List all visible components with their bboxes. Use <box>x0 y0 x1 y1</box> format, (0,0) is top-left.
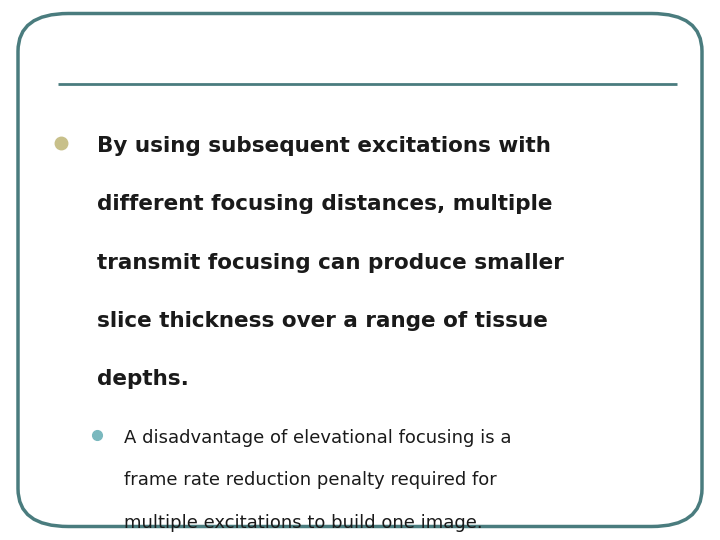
Text: depths.: depths. <box>97 369 189 389</box>
Text: slice thickness over a range of tissue: slice thickness over a range of tissue <box>97 311 548 331</box>
Text: frame rate reduction penalty required for: frame rate reduction penalty required fo… <box>124 471 497 489</box>
FancyBboxPatch shape <box>18 14 702 526</box>
Text: different focusing distances, multiple: different focusing distances, multiple <box>97 194 553 214</box>
Text: A disadvantage of elevational focusing is a: A disadvantage of elevational focusing i… <box>124 429 511 447</box>
Text: transmit focusing can produce smaller: transmit focusing can produce smaller <box>97 253 564 273</box>
Text: By using subsequent excitations with: By using subsequent excitations with <box>97 136 551 156</box>
Text: multiple excitations to build one image.: multiple excitations to build one image. <box>124 514 482 531</box>
